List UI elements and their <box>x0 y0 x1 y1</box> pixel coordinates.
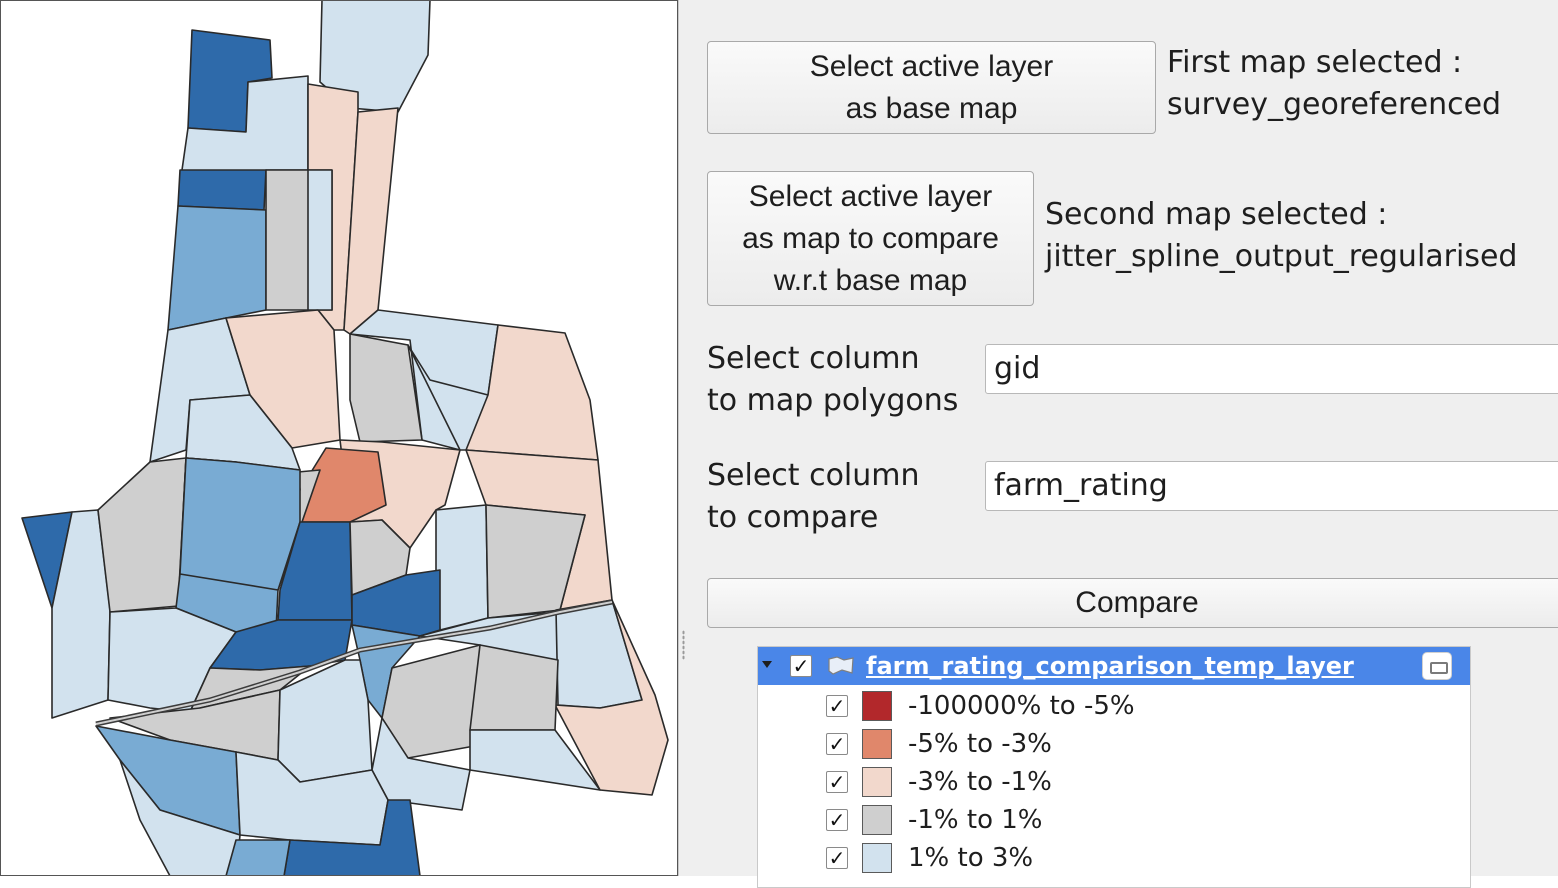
compare-column-label: Select column to compare <box>707 458 920 535</box>
compare-panel: Select active layer as base map First ma… <box>689 0 1558 888</box>
panel-splitter[interactable] <box>678 0 689 876</box>
map-polygons-column-select[interactable]: gid <box>985 344 1558 394</box>
map-polygon <box>307 169 333 311</box>
map-polygon <box>469 644 559 731</box>
legend-class-row[interactable]: ✓ -100000% to -5% <box>758 687 1470 725</box>
class-color-swatch <box>862 767 892 797</box>
map-polygon <box>283 799 421 876</box>
map-svg <box>0 0 678 876</box>
set-compare-map-button[interactable]: Select active layer as map to compare w.… <box>707 171 1034 306</box>
map-polygon <box>179 457 301 593</box>
class-label: -100000% to -5% <box>908 691 1135 721</box>
map-polygon <box>177 169 267 211</box>
legend-class-row[interactable]: ✓ -3% to -1% <box>758 763 1470 801</box>
first-map-status: First map selected : survey_georeference… <box>1167 45 1502 122</box>
map-polygon <box>119 759 241 876</box>
compare-column-select[interactable]: farm_rating <box>985 461 1558 511</box>
map-polygon <box>167 205 267 331</box>
class-visibility-checkbox[interactable]: ✓ <box>826 771 848 793</box>
map-polygon <box>225 839 291 876</box>
map-polygons-label: Select column to map polygons <box>707 341 959 418</box>
map-polygon <box>381 644 481 759</box>
layer-visibility-checkbox[interactable]: ✓ <box>790 655 812 677</box>
map-polygon <box>97 457 187 613</box>
class-color-swatch <box>862 805 892 835</box>
set-base-map-button[interactable]: Select active layer as base map <box>707 41 1156 134</box>
filter-indicator-icon[interactable] <box>1422 652 1452 680</box>
class-visibility-checkbox[interactable]: ✓ <box>826 695 848 717</box>
splitter-handle[interactable] <box>682 630 685 660</box>
class-label: -5% to -3% <box>908 729 1052 759</box>
layer-legend-tree[interactable]: ✓ farm_rating_comparison_temp_layer ✓ -1… <box>757 646 1471 888</box>
map-polygon <box>469 729 601 791</box>
class-label: -3% to -1% <box>908 767 1052 797</box>
class-color-swatch <box>862 729 892 759</box>
map-polygon <box>349 519 411 596</box>
collapse-arrow-icon[interactable] <box>762 661 772 668</box>
class-visibility-checkbox[interactable]: ✓ <box>826 809 848 831</box>
class-visibility-checkbox[interactable]: ✓ <box>826 847 848 869</box>
map-canvas[interactable] <box>0 0 678 876</box>
legend-class-row[interactable]: ✓ -1% to 1% <box>758 801 1470 839</box>
class-label: -1% to 1% <box>908 805 1043 835</box>
class-color-swatch <box>862 691 892 721</box>
class-color-swatch <box>862 843 892 873</box>
second-map-status: Second map selected : jitter_spline_outp… <box>1045 197 1518 274</box>
map-polygon <box>349 333 423 443</box>
layer-name[interactable]: farm_rating_comparison_temp_layer <box>866 652 1354 680</box>
class-visibility-checkbox[interactable]: ✓ <box>826 733 848 755</box>
polygon-layer-icon <box>828 656 854 675</box>
compare-button[interactable]: Compare <box>707 578 1558 628</box>
legend-class-row[interactable]: ✓ 1% to 3% <box>758 839 1470 877</box>
legend-class-row[interactable]: ✓ -5% to -3% <box>758 725 1470 763</box>
map-polygon <box>435 504 489 631</box>
class-label: 1% to 3% <box>908 843 1034 873</box>
layer-row[interactable]: ✓ farm_rating_comparison_temp_layer <box>758 647 1470 685</box>
